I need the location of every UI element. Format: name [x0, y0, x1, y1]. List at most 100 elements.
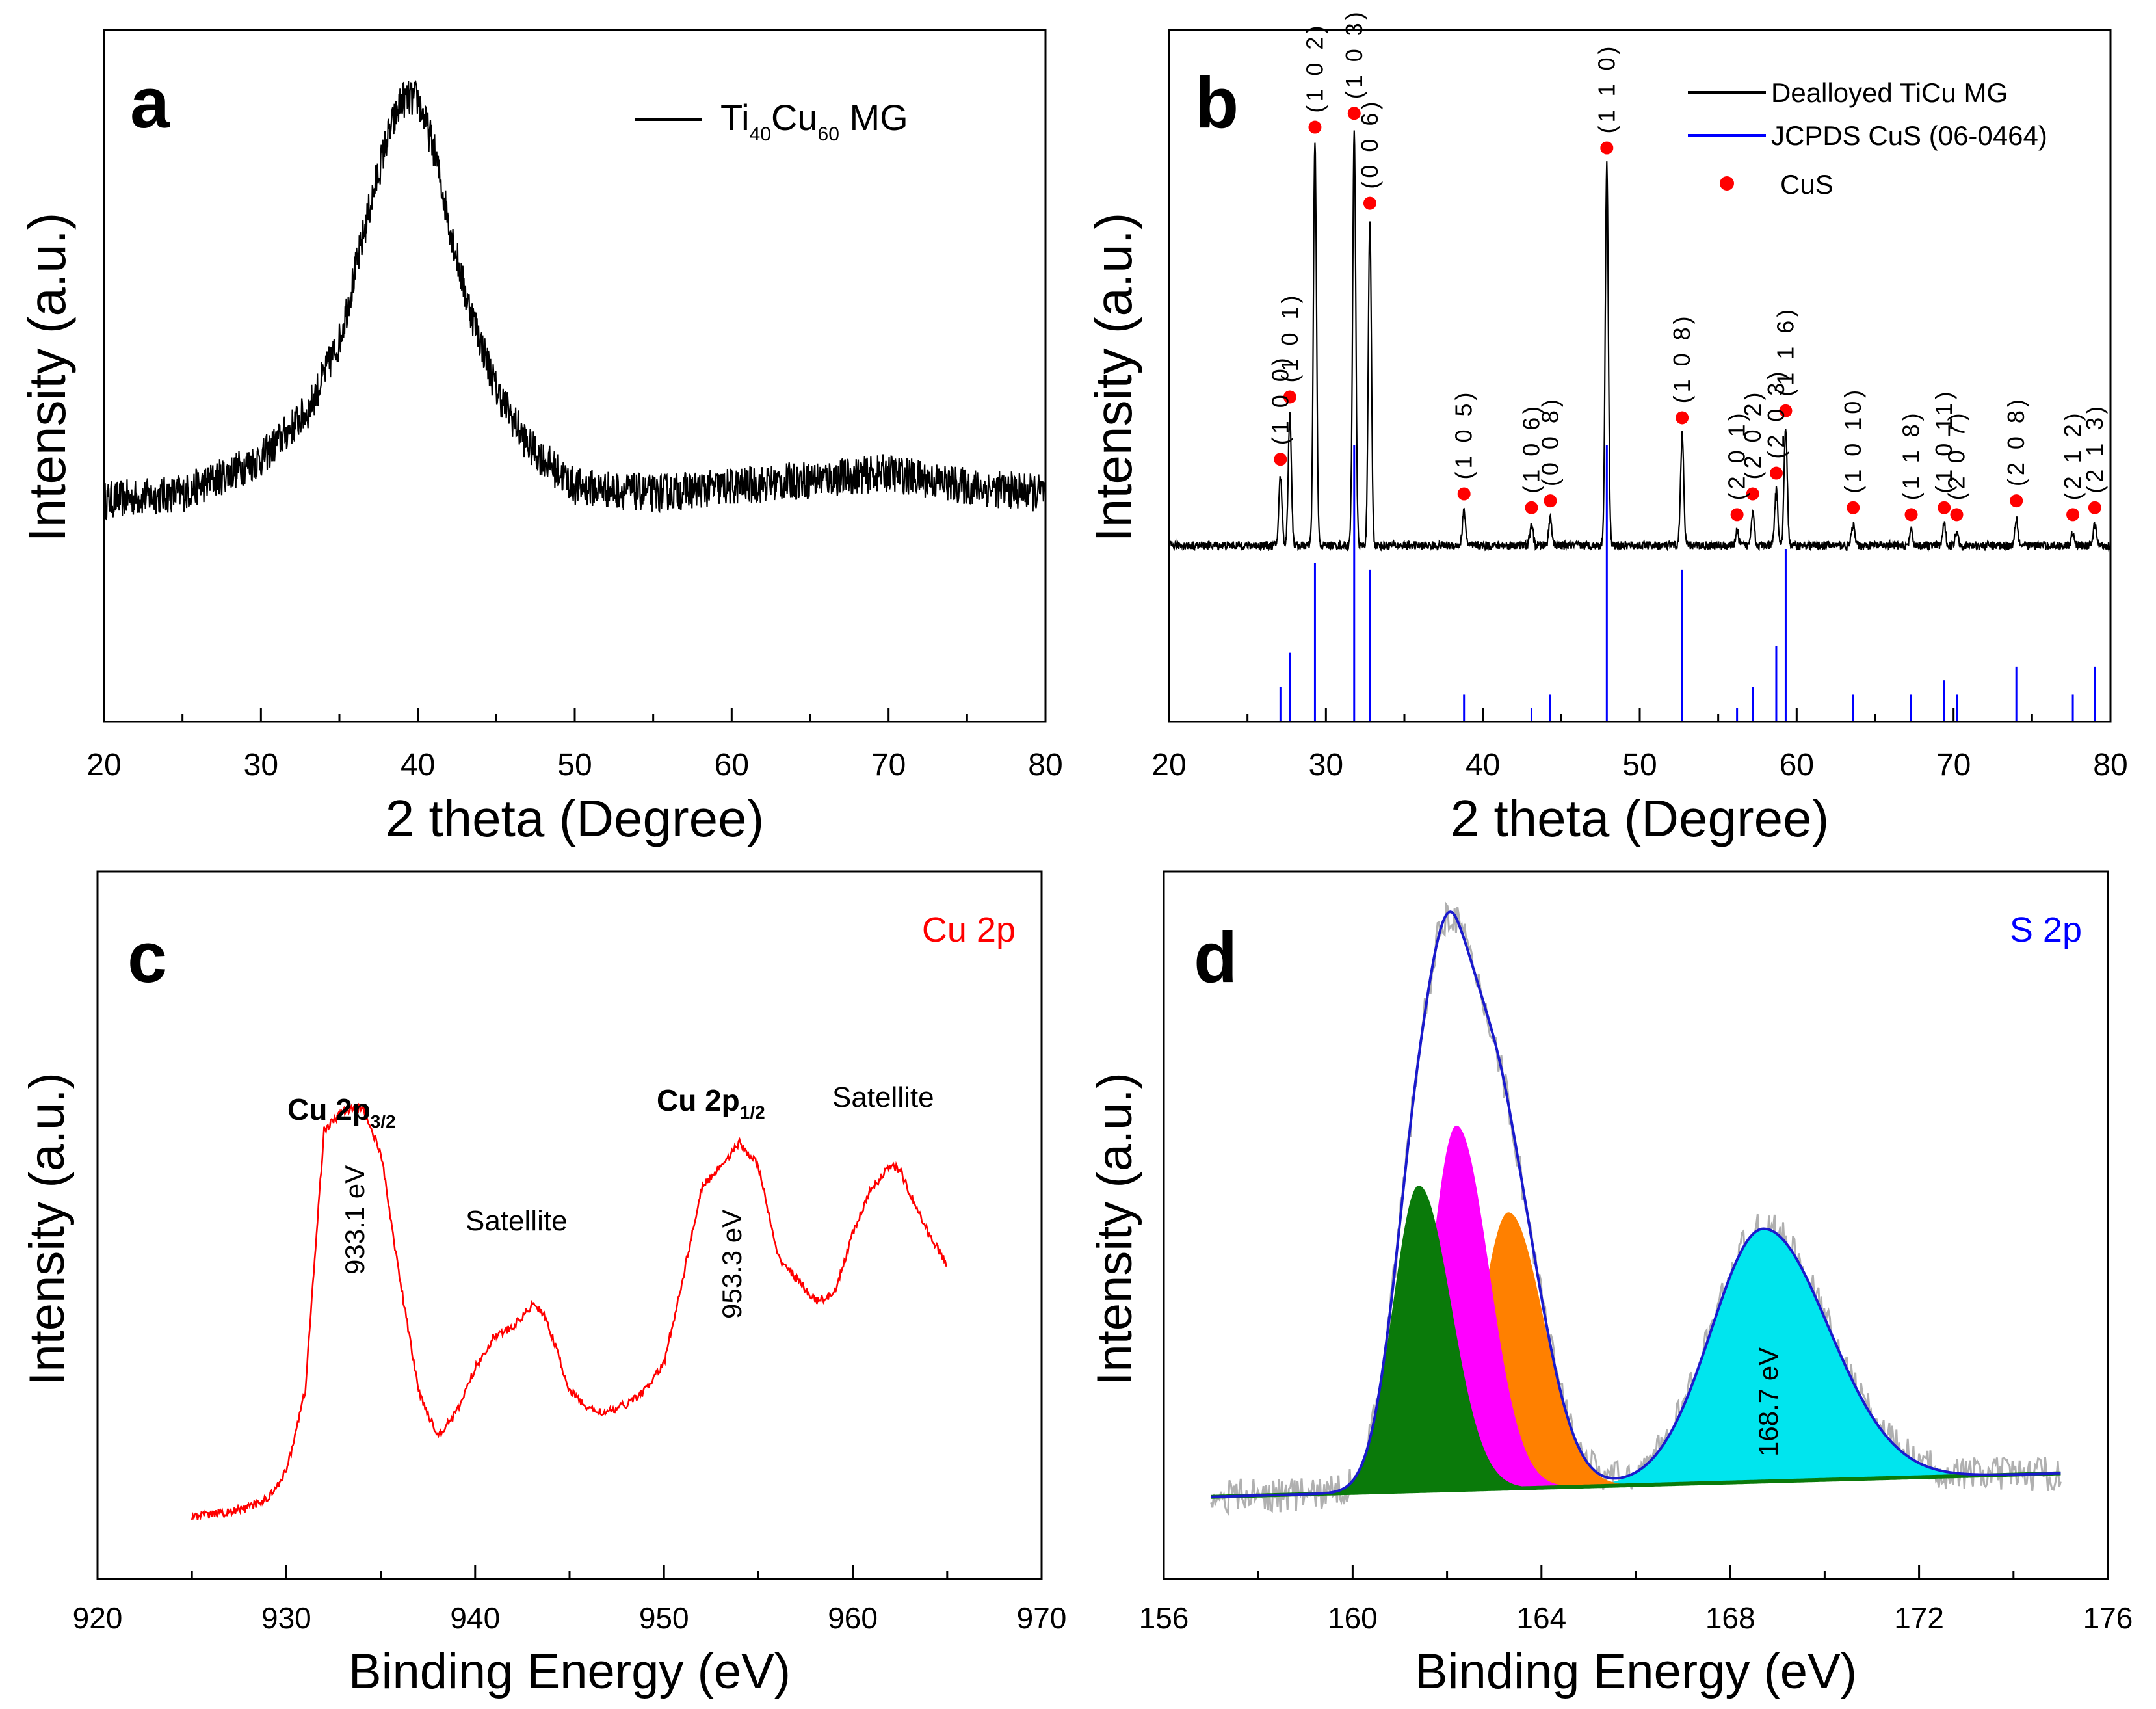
d-component-3-area — [1211, 1212, 2061, 1497]
x-tick-label: 40 — [401, 748, 435, 782]
hkl-peak-label: (1 0 5) — [1451, 389, 1477, 479]
hkl-peak-label: (2 0 8) — [2003, 396, 2029, 486]
hkl-peak-label: (0 0 6) — [1356, 99, 1383, 189]
hkl-peak-label: (1 1 8) — [1898, 410, 1925, 500]
panel-d: 156 160 164 168 172 176 d S 2p 168.7 eV Inten… — [1087, 870, 2133, 1699]
x-tick-label: 40 — [1466, 748, 1500, 782]
x-tick-label: 930 — [261, 1601, 311, 1635]
a-x-ticks: 20 30 40 50 60 70 80 — [86, 708, 1063, 782]
hkl-peak-label: (1 0 0) — [1267, 354, 1293, 445]
x-tick-label: 960 — [828, 1601, 878, 1635]
x-tick-label: 164 — [1516, 1601, 1566, 1635]
c-anno-cu2p32: Cu 2p3/2 — [287, 1093, 396, 1132]
x-tick-label: 950 — [639, 1601, 689, 1635]
cus-peak-marker — [1308, 120, 1322, 134]
c-title: Cu 2p — [922, 910, 1016, 949]
a-legend-part5: MG — [839, 97, 908, 138]
x-tick-label: 30 — [1309, 748, 1343, 782]
c-x-ticks: 920 930 940 950 960 970 — [73, 1565, 1067, 1635]
b-legend-text-2: JCPDS CuS (06-0464) — [1771, 120, 2047, 151]
b-y-axis-label: Intensity (a.u.) — [1085, 213, 1142, 542]
hkl-peak-label: (1 0 10) — [1839, 387, 1866, 494]
hkl-peak-label: (1 1 0) — [1593, 43, 1620, 133]
d-component-1-area — [1211, 1185, 2061, 1497]
hkl-peak-label: (2 0 7) — [1943, 410, 1970, 500]
cus-peak-marker — [1274, 453, 1287, 466]
x-tick-label: 156 — [1139, 1601, 1189, 1635]
cus-peak-marker — [2010, 494, 2023, 508]
x-tick-label: 176 — [2083, 1601, 2133, 1635]
cus-peak-marker — [1676, 411, 1689, 425]
b-legend-text-3: CuS — [1780, 169, 1834, 200]
hkl-peak-label: (2 1 2) — [2059, 410, 2086, 500]
c-anno-cu2p12-sub: 1/2 — [740, 1102, 765, 1122]
cus-peak-marker — [1363, 196, 1376, 210]
cus-peak-marker — [1746, 487, 1759, 501]
a-x-axis-label: 2 theta (Degree) — [386, 789, 765, 847]
b-series-line — [1168, 130, 2112, 553]
x-tick-label: 60 — [1780, 748, 1814, 782]
panel-a: 20 30 40 50 60 70 80 a Ti40Cu60 MG Intensity (… — [18, 29, 1063, 847]
cus-peak-marker — [1779, 404, 1793, 417]
c-anno-953: 953.3 eV — [716, 1210, 747, 1319]
a-legend-part1: Ti — [720, 97, 750, 138]
x-tick-label: 20 — [1151, 748, 1186, 782]
x-tick-label: 20 — [86, 748, 121, 782]
x-tick-label: 168 — [1705, 1601, 1755, 1635]
x-tick-label: 50 — [557, 748, 592, 782]
a-legend-part3: Cu — [771, 97, 818, 138]
cus-peak-marker — [1938, 501, 1951, 514]
c-plot-frame — [96, 870, 1043, 1580]
hkl-peak-label: (2 0 1) — [1724, 410, 1750, 500]
b-legend-text-1: Dealloyed TiCu MG — [1771, 77, 2008, 108]
hkl-peak-label: (1 0 11) — [1930, 388, 1957, 493]
cus-peak-marker — [1730, 508, 1744, 522]
hkl-peak-label: (0 0 8) — [1536, 396, 1563, 486]
cus-peak-marker — [1847, 501, 1860, 514]
d-background-line — [1211, 1471, 2061, 1499]
b-legend-dot — [1720, 176, 1734, 191]
x-tick-label: 50 — [1622, 748, 1657, 782]
hkl-peak-label: (1 0 2) — [1301, 23, 1328, 113]
c-anno-cu2p12: Cu 2p1/2 — [657, 1083, 765, 1122]
d-envelope-line — [1211, 910, 2061, 1498]
x-tick-label: 970 — [1017, 1601, 1067, 1635]
c-anno-satellite-1: Satellite — [466, 1205, 568, 1237]
cus-peak-marker — [1600, 141, 1614, 155]
x-tick-label: 60 — [715, 748, 749, 782]
d-component-2-area — [1211, 1125, 2061, 1497]
c-anno-cu2p32-sub: 3/2 — [371, 1111, 396, 1132]
c-panel-letter: c — [127, 918, 167, 998]
c-y-axis-label: Intensity (a.u.) — [20, 1072, 75, 1386]
c-anno-cu2p32-main: Cu 2p — [287, 1093, 371, 1126]
a-y-axis-label: Intensity (a.u.) — [18, 213, 76, 542]
cus-peak-marker — [2066, 508, 2080, 522]
b-cus-markers — [1274, 107, 2101, 522]
cus-peak-marker — [1347, 107, 1361, 120]
a-legend-text: Ti40Cu60 MG — [720, 97, 908, 145]
cus-peak-marker — [1457, 487, 1471, 501]
hkl-peak-label: (1 0 8) — [1668, 313, 1695, 403]
cus-peak-marker — [1769, 466, 1783, 480]
hkl-peak-label: (2 0 2) — [1739, 389, 1766, 479]
x-tick-label: 940 — [450, 1601, 500, 1635]
hkl-peak-label: (1 1 6) — [1772, 306, 1798, 397]
b-x-axis-label: 2 theta (Degree) — [1451, 789, 1830, 847]
hkl-peak-label: (1 0 1) — [1276, 292, 1303, 382]
c-anno-satellite-2: Satellite — [832, 1081, 934, 1113]
a-legend-part4: 60 — [818, 124, 839, 145]
cus-peak-marker — [1283, 390, 1296, 404]
b-reference-lines — [1279, 445, 2096, 722]
d-component-4-area — [1211, 1228, 2061, 1497]
a-panel-letter: a — [130, 63, 170, 143]
panel-b: (1 0 0)(1 0 1) (1 0 2) (1 0 3)(0 0 6) (1 0 … — [1085, 8, 2128, 847]
cus-peak-marker — [1525, 501, 1538, 514]
hkl-peak-label: (1 0 3) — [1341, 8, 1367, 99]
b-peak-labels: (1 0 0)(1 0 1) (1 0 2) (1 0 3)(0 0 6) (1 0 … — [1267, 8, 2108, 500]
c-anno-933: 933.1 eV — [339, 1165, 370, 1275]
d-x-ticks: 156 160 164 168 172 176 — [1139, 1565, 2133, 1635]
a-series-line — [103, 79, 1047, 521]
cus-peak-marker — [1544, 494, 1557, 508]
x-tick-label: 160 — [1328, 1601, 1378, 1635]
